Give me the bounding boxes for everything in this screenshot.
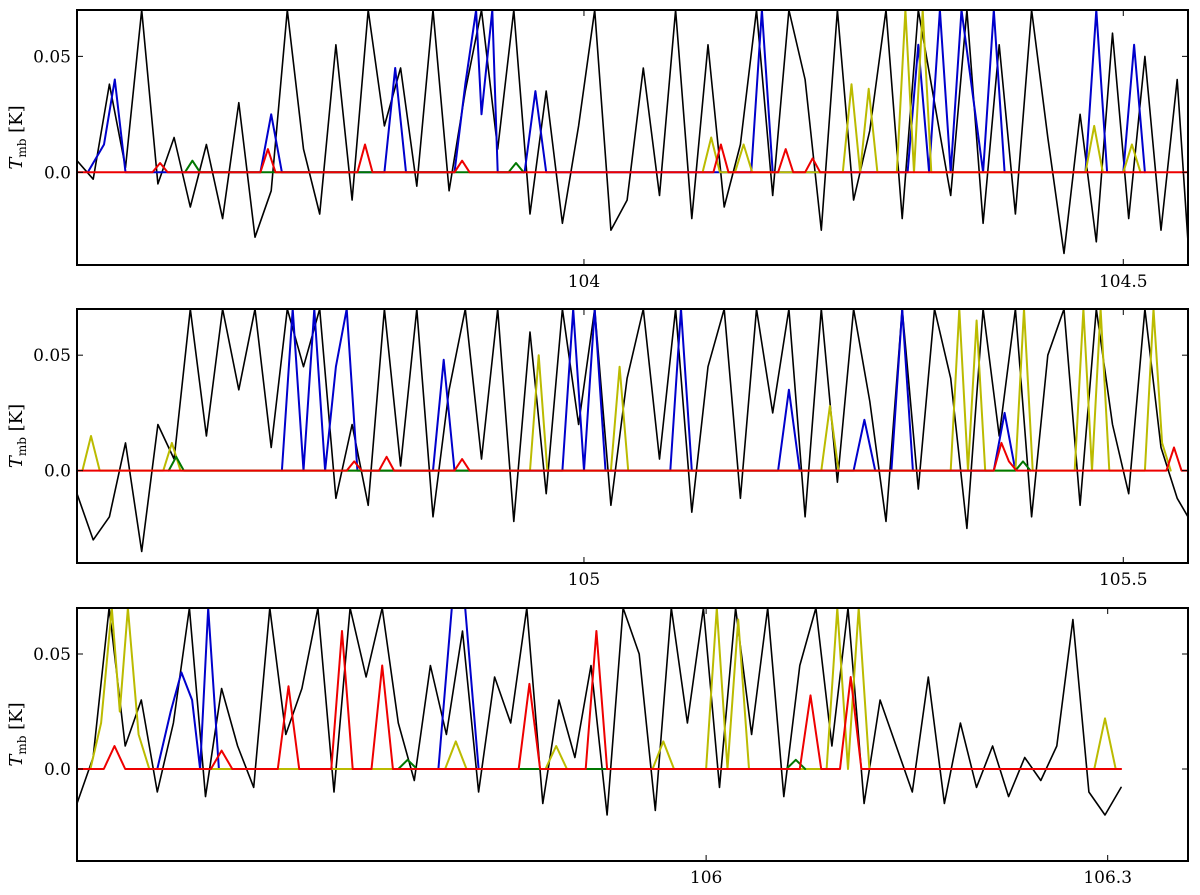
y-axis-label: Tmb [K] [6, 702, 29, 766]
series-line-model-4 [397, 758, 807, 770]
x-tick-label: 105.5 [1099, 570, 1148, 590]
series-line-model-2 [280, 309, 1017, 472]
y-tick-label: 0.0 [44, 462, 71, 482]
series-line-model-4 [167, 455, 1032, 472]
x-tick-label: 106.3 [1083, 868, 1132, 888]
y-axis-label: Tmb [K] [6, 105, 29, 169]
spectrum-panel-3: 106 106.3 0.0 0.05 Tmb [K] [6, 607, 1189, 888]
x-tick-label: 104.5 [1099, 272, 1148, 292]
series-line-model-3 [81, 309, 1172, 472]
series-line-model-5 [77, 630, 1123, 770]
series-line-model-2 [156, 608, 480, 770]
y-tick-label: 0.05 [33, 47, 71, 67]
series-line-observed-1 [77, 608, 1122, 816]
y-tick-label: 0.05 [33, 346, 71, 366]
y-axis-label: Tmb [K] [6, 404, 29, 468]
spectrum-panel-1: 104 104.5 0.0 0.05 Tmb [K] [6, 9, 1189, 292]
plot-area [77, 309, 1188, 553]
axes-frame [76, 308, 1189, 564]
plot-area [77, 10, 1188, 255]
y-tick-label: 0.0 [44, 760, 71, 780]
spectrum-panel-2: 105 105.5 0.0 0.05 Tmb [K] [6, 308, 1189, 590]
series-line-model-3 [89, 608, 1117, 770]
y-tick-label: 0.0 [44, 163, 71, 183]
series-line-model-5 [77, 143, 1188, 174]
series-line-observed-1 [77, 10, 1188, 255]
x-tick-label: 104 [568, 272, 600, 292]
series-line-observed-1 [77, 309, 1188, 553]
axes-frame [76, 607, 1189, 862]
x-tick-label: 105 [568, 570, 600, 590]
series-line-model-2 [86, 10, 1146, 174]
plot-area [77, 608, 1123, 816]
series-line-model-5 [77, 441, 1188, 472]
axes-frame [76, 9, 1189, 266]
y-tick-label: 0.05 [33, 645, 71, 665]
x-tick-label: 106 [690, 868, 722, 888]
